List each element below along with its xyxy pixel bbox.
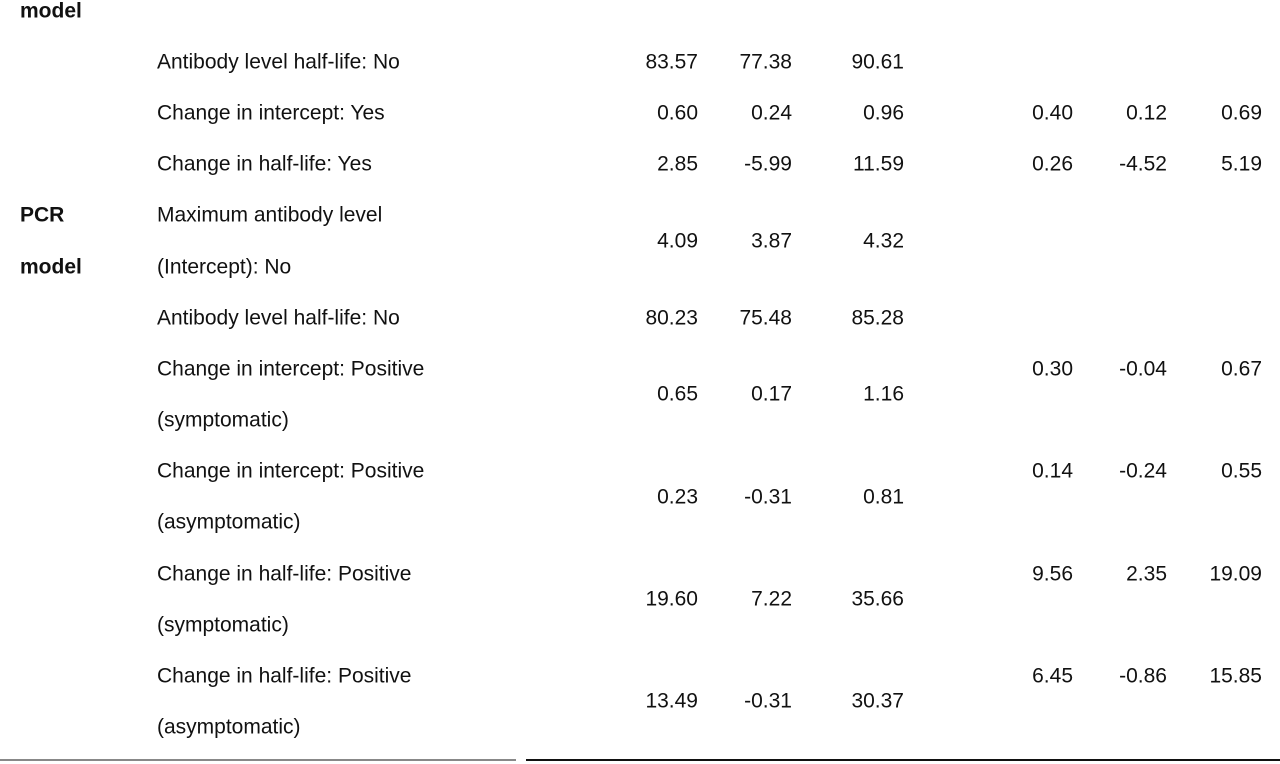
row-label: Change in half-life: Positive [157, 562, 412, 585]
cell-value: 30.37 [851, 689, 904, 713]
row-label: (asymptomatic) [157, 715, 301, 739]
cell-value: 77.38 [739, 50, 792, 74]
cell-value: 0.69 [1221, 101, 1262, 125]
row-label: Change in intercept: Yes [157, 101, 385, 125]
cell-value: 80.23 [645, 306, 698, 330]
cell-value: 0.14 [1032, 459, 1073, 483]
group-label: model [20, 255, 82, 279]
cell-value: 0.17 [751, 382, 792, 406]
cell-value: 0.12 [1126, 101, 1167, 125]
cell-value: 9.56 [1032, 562, 1073, 585]
cell-value: 11.59 [853, 152, 904, 176]
cell-value: -5.99 [744, 152, 792, 176]
row-label: Antibody level half-life: No [157, 306, 400, 330]
row-label: (symptomatic) [157, 613, 289, 637]
cell-value: -0.86 [1119, 664, 1167, 688]
cell-value: 0.96 [863, 101, 904, 125]
cell-value: 15.85 [1209, 664, 1262, 688]
row-label: Change in intercept: Positive [157, 357, 425, 381]
cell-value: 0.23 [657, 485, 698, 509]
cell-value: 4.32 [863, 229, 904, 253]
cell-value: 90.61 [851, 50, 904, 74]
cell-value: 6.45 [1032, 664, 1073, 688]
cell-value: 0.65 [657, 382, 698, 406]
row-label: Maximum antibody level [157, 203, 383, 227]
cell-value: 0.81 [863, 485, 904, 509]
cell-value: -0.24 [1119, 459, 1167, 483]
cell-value: 13.49 [645, 689, 698, 713]
cell-value: -0.31 [744, 689, 792, 713]
row-label: (symptomatic) [157, 408, 289, 432]
group-label: model [20, 0, 82, 23]
cell-value: 0.67 [1221, 357, 1262, 381]
cell-value: 75.48 [739, 306, 792, 330]
cell-value: -4.52 [1119, 152, 1167, 176]
row-label: Antibody level half-life: No [157, 50, 400, 74]
cell-value: 83.57 [645, 50, 698, 74]
cell-value: 19.09 [1209, 562, 1262, 585]
row-label: Change in intercept: Positive [157, 459, 425, 483]
cell-value: 2.35 [1126, 562, 1167, 585]
cell-value: 1.16 [863, 382, 904, 406]
cell-value: 0.55 [1221, 459, 1262, 483]
cell-value: -0.31 [744, 485, 792, 509]
cell-value: 3.87 [751, 229, 792, 253]
cell-value: 35.66 [851, 587, 904, 611]
cell-value: 0.60 [657, 101, 698, 125]
cell-value: 5.19 [1221, 152, 1262, 176]
cell-value: 19.60 [645, 587, 698, 611]
row-label: (asymptomatic) [157, 510, 301, 534]
row-label: (Intercept): No [157, 255, 292, 279]
cell-value: 0.30 [1032, 357, 1073, 381]
cell-value: 2.85 [657, 152, 698, 176]
bottom-rule-light [0, 759, 516, 761]
group-label: PCR [20, 203, 65, 227]
cell-value: 85.28 [851, 306, 904, 330]
cell-value: 0.26 [1032, 152, 1073, 176]
row-label: Change in half-life: Positive [157, 664, 412, 688]
cell-value: 0.40 [1032, 101, 1073, 125]
cell-value: 4.09 [657, 229, 698, 253]
cell-value: -0.04 [1119, 357, 1167, 381]
row-label: Change in half-life: Yes [157, 152, 372, 176]
cell-value: 7.22 [751, 587, 792, 611]
bottom-rule [526, 759, 1280, 761]
cell-value: 0.24 [751, 101, 792, 125]
